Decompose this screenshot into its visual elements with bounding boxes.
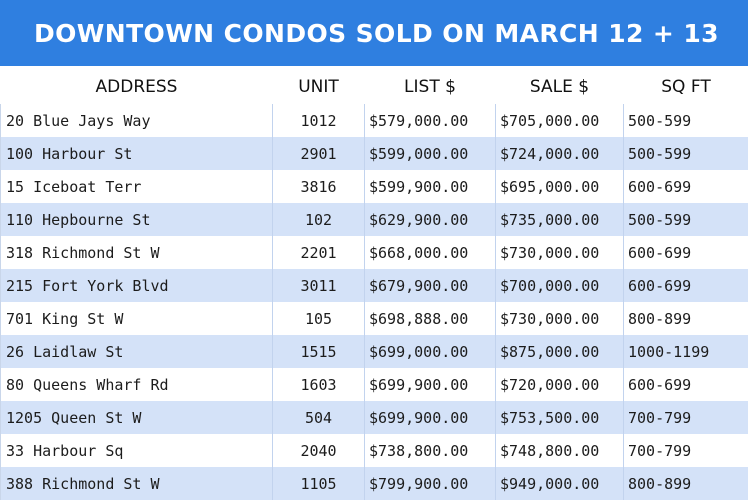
cell-list-price: $679,900.00 [364, 269, 496, 302]
cell-sq-ft: 600-699 [623, 236, 748, 269]
cell-sq-ft: 800-899 [623, 467, 748, 500]
cell-unit: 3816 [272, 170, 365, 203]
cell-unit: 1012 [272, 104, 365, 137]
cell-list-price: $699,900.00 [364, 368, 496, 401]
cell-list-price: $629,900.00 [364, 203, 496, 236]
cell-sale-price: $753,500.00 [495, 401, 624, 434]
cell-address: 33 Harbour Sq [0, 434, 273, 467]
cell-sq-ft: 800-899 [623, 302, 748, 335]
title-bar: DOWNTOWN CONDOS SOLD ON MARCH 12 + 13 [0, 0, 748, 66]
cell-unit: 3011 [272, 269, 365, 302]
table-row: 388 Richmond St W 1105 $799,900.00 $949,000… [0, 467, 748, 500]
cell-address: 388 Richmond St W [0, 467, 273, 500]
header-sale-price: SALE $ [529, 77, 590, 97]
cell-sq-ft: 700-799 [623, 401, 748, 434]
cell-sale-price: $700,000.00 [495, 269, 624, 302]
cell-list-price: $668,000.00 [364, 236, 496, 269]
cell-address: 15 Iceboat Terr [0, 170, 273, 203]
cell-unit: 2901 [272, 137, 365, 170]
table-body: 20 Blue Jays Way 1012 $579,000.00 $705,000.… [0, 104, 748, 500]
cell-list-price: $579,000.00 [364, 104, 496, 137]
cell-list-price: $799,900.00 [364, 467, 496, 500]
cell-unit: 504 [272, 401, 365, 434]
header-address: ADDRESS [95, 77, 178, 97]
table-row: 215 Fort York Blvd 3011 $679,900.00 $700,00… [0, 269, 748, 302]
cell-unit: 2040 [272, 434, 365, 467]
cell-sale-price: $735,000.00 [495, 203, 624, 236]
cell-sale-price: $875,000.00 [495, 335, 624, 368]
cell-sale-price: $705,000.00 [495, 104, 624, 137]
cell-list-price: $738,800.00 [364, 434, 496, 467]
cell-list-price: $699,000.00 [364, 335, 496, 368]
cell-sq-ft: 600-699 [623, 368, 748, 401]
cell-sq-ft: 700-799 [623, 434, 748, 467]
cell-list-price: $599,900.00 [364, 170, 496, 203]
header-unit: UNIT [298, 77, 339, 97]
cell-unit: 1105 [272, 467, 365, 500]
table-row: 33 Harbour Sq 2040 $738,800.00 $748,800.00 7… [0, 434, 748, 467]
page-title: DOWNTOWN CONDOS SOLD ON MARCH 12 + 13 [34, 18, 719, 48]
cell-list-price: $699,900.00 [364, 401, 496, 434]
cell-sale-price: $949,000.00 [495, 467, 624, 500]
table-row: 80 Queens Wharf Rd 1603 $699,900.00 $720,00… [0, 368, 748, 401]
cell-address: 26 Laidlaw St [0, 335, 273, 368]
cell-sq-ft: 600-699 [623, 170, 748, 203]
cell-sale-price: $730,000.00 [495, 236, 624, 269]
cell-address: 1205 Queen St W [0, 401, 273, 434]
sales-table: ADDRESS UNIT LIST $ SALE $ SQ FT 20 Blue… [0, 66, 748, 500]
table-row: 100 Harbour St 2901 $599,000.00 $724,000.00… [0, 137, 748, 170]
cell-unit: 102 [272, 203, 365, 236]
cell-list-price: $698,888.00 [364, 302, 496, 335]
cell-sq-ft: 500-599 [623, 104, 748, 137]
table-row: 20 Blue Jays Way 1012 $579,000.00 $705,000.… [0, 104, 748, 137]
table-row: 318 Richmond St W 2201 $668,000.00 $730,000… [0, 236, 748, 269]
cell-unit: 105 [272, 302, 365, 335]
table-header: ADDRESS UNIT LIST $ SALE $ SQ FT [1, 66, 748, 104]
table-row: 1205 Queen St W 504 $699,900.00 $753,500.00… [0, 401, 748, 434]
cell-address: 100 Harbour St [0, 137, 273, 170]
cell-sq-ft: 600-699 [623, 269, 748, 302]
cell-sale-price: $730,000.00 [495, 302, 624, 335]
header-sq-ft: SQ FT [661, 77, 711, 97]
cell-address: 110 Hepbourne St [0, 203, 273, 236]
cell-unit: 1603 [272, 368, 365, 401]
cell-address: 215 Fort York Blvd [0, 269, 273, 302]
table-row: 701 King St W 105 $698,888.00 $730,000.00 80… [0, 302, 748, 335]
cell-unit: 1515 [272, 335, 365, 368]
cell-address: 701 King St W [0, 302, 273, 335]
cell-address: 80 Queens Wharf Rd [0, 368, 273, 401]
cell-sq-ft: 1000-1199 [623, 335, 748, 368]
cell-sq-ft: 500-599 [623, 137, 748, 170]
cell-sale-price: $724,000.00 [495, 137, 624, 170]
cell-address: 318 Richmond St W [0, 236, 273, 269]
header-list-price: LIST $ [404, 77, 456, 97]
cell-address: 20 Blue Jays Way [0, 104, 273, 137]
cell-sq-ft: 500-599 [623, 203, 748, 236]
table-row: 15 Iceboat Terr 3816 $599,900.00 $695,000.0… [0, 170, 748, 203]
table-row: 26 Laidlaw St 1515 $699,000.00 $875,000.00 1… [0, 335, 748, 368]
cell-sale-price: $720,000.00 [495, 368, 624, 401]
cell-sale-price: $695,000.00 [495, 170, 624, 203]
cell-sale-price: $748,800.00 [495, 434, 624, 467]
table-row: 110 Hepbourne St 102 $629,900.00 $735,000.0… [0, 203, 748, 236]
cell-list-price: $599,000.00 [364, 137, 496, 170]
cell-unit: 2201 [272, 236, 365, 269]
header-row: ADDRESS UNIT LIST $ SALE $ SQ FT [1, 66, 748, 104]
